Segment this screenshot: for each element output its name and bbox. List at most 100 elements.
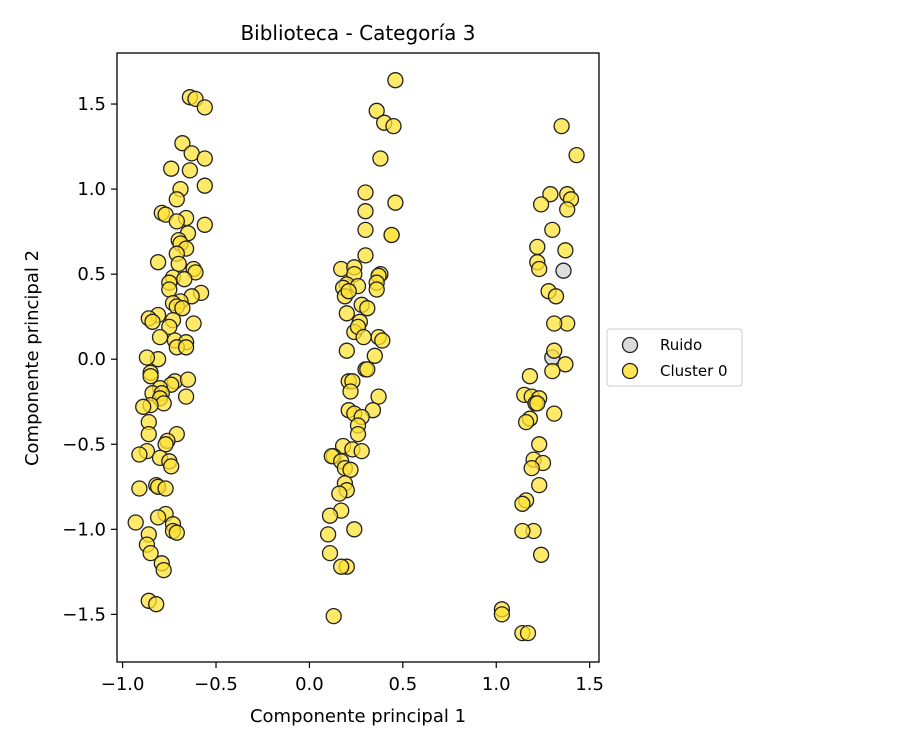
- data-point-cluster-0-191: [532, 546, 550, 563]
- data-point-cluster-0-150: [321, 544, 339, 562]
- legend-frame: [606, 328, 743, 387]
- data-point-cluster-0-67: [131, 446, 148, 463]
- data-point-cluster-0-73: [157, 480, 174, 497]
- data-point-cluster-0-156: [542, 186, 559, 203]
- data-point-cluster-0-124: [359, 361, 376, 378]
- y-tick-label: 1.0: [77, 179, 106, 200]
- data-point-cluster-0-153: [325, 607, 342, 625]
- data-point-cluster-0-99: [357, 247, 374, 264]
- data-point-cluster-0-188: [514, 495, 531, 512]
- data-point-cluster-0-21: [149, 254, 167, 271]
- x-tick-label: 0.5: [389, 674, 418, 695]
- data-point-cluster-0-7: [181, 162, 199, 179]
- data-point-cluster-0-171: [557, 356, 574, 373]
- data-point-cluster-0-49: [142, 368, 159, 385]
- data-point-cluster-0-47: [138, 349, 156, 366]
- data-point-cluster-0-195: [519, 624, 537, 642]
- data-point-cluster-0-2: [196, 99, 213, 116]
- data-point-cluster-0-111: [340, 283, 357, 300]
- data-point-cluster-0-152: [333, 558, 350, 575]
- data-point-cluster-0-190: [514, 522, 531, 540]
- data-point-cluster-0-120: [355, 328, 372, 346]
- data-point-cluster-0-142: [342, 461, 359, 478]
- data-point-cluster-0-53: [179, 371, 197, 388]
- data-point-cluster-0-5: [196, 150, 213, 167]
- y-axis: −1.5 −1.0 −0.5 0.0 0.5 1.0 1.5: [62, 94, 117, 625]
- data-point-cluster-0-162: [529, 238, 546, 256]
- y-tick-label: 1.5: [77, 94, 106, 115]
- legend: Ruido Cluster 0: [606, 328, 743, 387]
- y-tick-label: 0.0: [77, 349, 106, 370]
- data-point-cluster-0-3: [174, 135, 191, 152]
- x-tick-label: 0.0: [295, 674, 324, 695]
- y-axis-label: Componente principal 2: [22, 250, 43, 466]
- data-point-cluster-0-80: [168, 524, 185, 541]
- data-point-cluster-0-121: [338, 342, 355, 359]
- data-point-cluster-0-9: [196, 177, 213, 194]
- data-point-cluster-0-119: [374, 332, 391, 349]
- data-point-cluster-0-74: [131, 480, 148, 497]
- data-point-cluster-0-185: [523, 459, 540, 477]
- data-point-cluster-0-179: [546, 405, 563, 422]
- data-point-cluster-0-173: [521, 368, 539, 385]
- legend-marker-ruido: [621, 336, 639, 354]
- x-tick-label: −0.5: [194, 674, 238, 695]
- data-point-cluster-0-62: [140, 425, 157, 443]
- data-point-cluster-0-134: [349, 425, 367, 443]
- legend-label-cluster-0: Cluster 0: [660, 362, 728, 380]
- data-point-cluster-0-148: [346, 521, 363, 538]
- data-point-cluster-0-14: [168, 213, 185, 230]
- data-point-cluster-0-182: [531, 436, 548, 453]
- legend-label-ruido: Ruido: [660, 336, 702, 354]
- y-tick-label: −1.0: [62, 519, 106, 540]
- x-tick-label: 1.0: [482, 674, 511, 695]
- data-point-cluster-0-77: [127, 514, 144, 531]
- y-tick-label: 0.5: [77, 264, 106, 285]
- data-point-cluster-0-145: [331, 485, 348, 502]
- data-point-cluster-0-114: [359, 300, 376, 317]
- data-point-cluster-0-37: [144, 313, 161, 330]
- data-point-cluster-0-22: [170, 255, 187, 273]
- data-point-cluster-0-186: [531, 476, 548, 494]
- data-point-cluster-0-110: [368, 281, 385, 298]
- data-point-cluster-0-172: [544, 362, 561, 380]
- data-point-ruido-0: [555, 262, 572, 279]
- data-point-cluster-0-65: [157, 436, 174, 453]
- x-axis-label: Componente principal 1: [250, 706, 466, 727]
- data-point-cluster-0-178: [529, 395, 546, 412]
- data-point-cluster-0-160: [559, 201, 576, 218]
- data-point-cluster-0-165: [531, 260, 548, 278]
- data-point-cluster-0-28: [161, 281, 178, 298]
- data-point-cluster-0-15: [196, 216, 213, 233]
- data-point-cluster-0-85: [155, 561, 172, 579]
- x-tick-label: −1.0: [101, 674, 145, 695]
- data-point-cluster-0-6: [163, 160, 180, 177]
- data-point-cluster-0-60: [135, 398, 152, 415]
- data-point-cluster-0-149: [319, 526, 337, 543]
- data-point-cluster-0-94: [387, 194, 404, 211]
- data-point-cluster-0-127: [342, 383, 359, 400]
- plot-frame: [116, 52, 600, 663]
- data-point-cluster-0-92: [372, 150, 389, 167]
- data-point-cluster-0-147: [321, 507, 339, 524]
- data-point-cluster-0-70: [163, 458, 180, 475]
- data-point-cluster-0-169: [546, 315, 563, 332]
- x-tick-label: 1.5: [575, 674, 604, 695]
- data-point-cluster-0-193: [493, 606, 511, 623]
- data-point-cluster-0-76: [149, 509, 167, 526]
- data-point-cluster-0-26: [176, 271, 193, 288]
- data-point-cluster-0-159: [532, 196, 550, 213]
- data-point-cluster-0-154: [568, 146, 585, 164]
- data-point-cluster-0-170: [546, 342, 563, 359]
- points-layer: [127, 72, 585, 642]
- data-point-cluster-0-93: [357, 184, 374, 201]
- data-point-cluster-0-161: [544, 221, 561, 239]
- data-point-cluster-0-57: [177, 388, 195, 405]
- chart-title: Biblioteca - Categoría 3: [240, 21, 475, 45]
- data-point-cluster-0-155: [553, 117, 570, 135]
- data-point-cluster-0-163: [557, 242, 574, 259]
- data-point-cluster-0-167: [547, 288, 565, 305]
- data-point-cluster-0-181: [517, 413, 535, 431]
- data-point-cluster-0-34: [174, 300, 191, 317]
